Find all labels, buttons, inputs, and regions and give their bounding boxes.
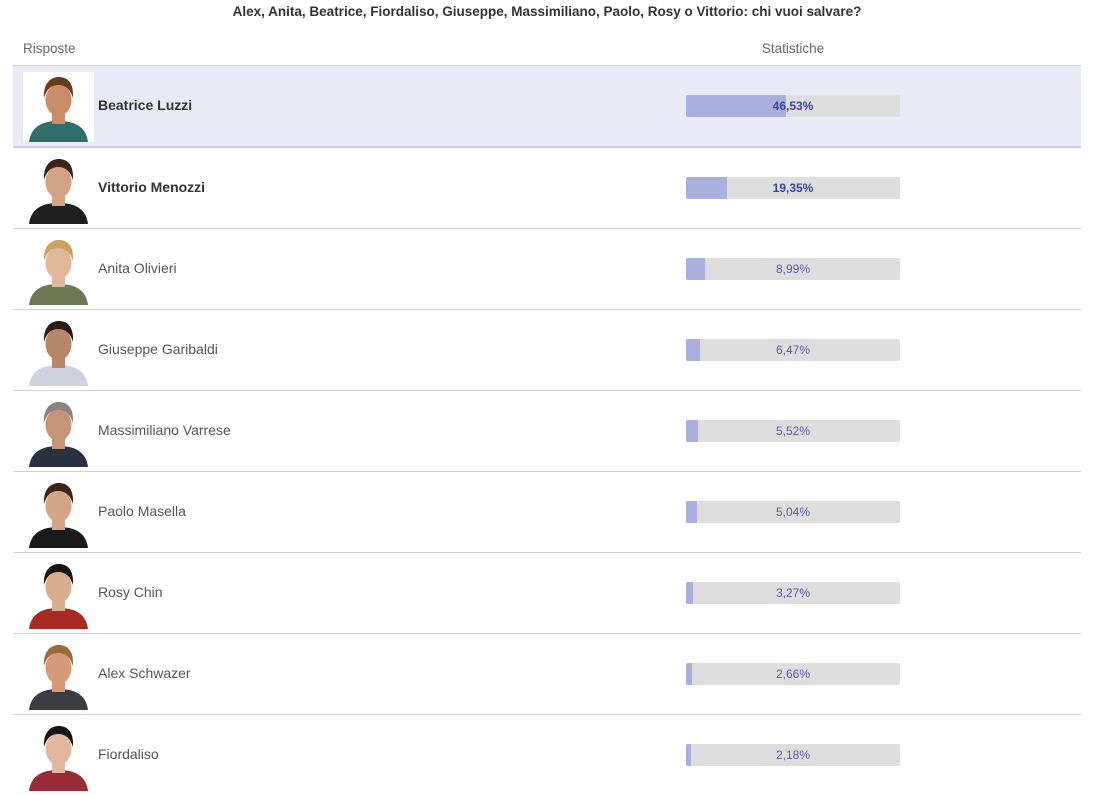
result-row[interactable]: Beatrice Luzzi 46,53% xyxy=(13,65,1081,147)
avatar xyxy=(23,721,94,791)
poll-question: Alex, Anita, Beatrice, Fiordaliso, Giuse… xyxy=(232,4,862,19)
results-header: Risposte Statistiche xyxy=(13,40,1081,60)
avatar xyxy=(23,397,94,467)
candidate-name: Paolo Masella xyxy=(98,503,186,519)
percentage-bar: 46,53% xyxy=(686,95,900,117)
avatar xyxy=(23,559,94,629)
percentage-bar: 19,35% xyxy=(686,177,900,199)
avatar xyxy=(23,640,94,710)
results-list: Beatrice Luzzi 46,53% Vittorio Menozzi 1… xyxy=(13,65,1081,795)
portrait-image xyxy=(23,721,94,791)
portrait-image xyxy=(23,316,94,386)
candidate-name: Vittorio Menozzi xyxy=(98,179,206,195)
portrait-image xyxy=(23,559,94,629)
percentage-label: 19,35% xyxy=(772,181,814,195)
avatar xyxy=(23,72,94,142)
stats-column-header: Statistiche xyxy=(761,41,825,56)
result-row[interactable]: Giuseppe Garibaldi 6,47% xyxy=(13,309,1081,390)
percentage-bar: 2,66% xyxy=(686,663,900,685)
percentage-label: 2,66% xyxy=(775,667,811,681)
percentage-label: 3,27% xyxy=(775,586,811,600)
percentage-bar: 6,47% xyxy=(686,339,900,361)
portrait-image xyxy=(23,72,94,142)
avatar xyxy=(23,316,94,386)
result-row[interactable]: Rosy Chin 3,27% xyxy=(13,552,1081,633)
percentage-bar-fill xyxy=(686,501,697,523)
percentage-label: 8,99% xyxy=(775,262,811,276)
avatar xyxy=(23,478,94,548)
percentage-bar-fill xyxy=(686,258,706,280)
candidate-name: Anita Olivieri xyxy=(98,260,177,276)
portrait-image xyxy=(23,640,94,710)
portrait-image xyxy=(23,235,94,305)
result-row[interactable]: Anita Olivieri 8,99% xyxy=(13,228,1081,309)
portrait-image xyxy=(23,478,94,548)
percentage-bar: 2,18% xyxy=(686,744,900,766)
candidate-name: Beatrice Luzzi xyxy=(98,97,193,113)
percentage-bar: 5,04% xyxy=(686,501,900,523)
result-row[interactable]: Paolo Masella 5,04% xyxy=(13,471,1081,552)
answers-column-header: Risposte xyxy=(23,41,76,56)
percentage-bar: 5,52% xyxy=(686,420,900,442)
candidate-name: Fiordaliso xyxy=(98,746,159,762)
percentage-bar-fill xyxy=(686,339,700,361)
result-row[interactable]: Vittorio Menozzi 19,35% xyxy=(13,147,1081,228)
percentage-bar-fill xyxy=(686,177,728,199)
percentage-bar-fill xyxy=(686,420,698,442)
percentage-bar-fill xyxy=(686,744,691,766)
avatar xyxy=(23,235,94,305)
result-row[interactable]: Alex Schwazer 2,66% xyxy=(13,633,1081,714)
avatar xyxy=(23,154,94,224)
candidate-name: Rosy Chin xyxy=(98,584,163,600)
candidate-name: Giuseppe Garibaldi xyxy=(98,341,218,357)
percentage-label: 2,18% xyxy=(775,748,811,762)
percentage-label: 6,47% xyxy=(775,343,811,357)
percentage-label: 5,52% xyxy=(775,424,811,438)
portrait-image xyxy=(23,397,94,467)
candidate-name: Massimiliano Varrese xyxy=(98,422,231,438)
portrait-image xyxy=(23,154,94,224)
percentage-bar-fill xyxy=(686,582,693,604)
result-row[interactable]: Massimiliano Varrese 5,52% xyxy=(13,390,1081,471)
percentage-bar: 8,99% xyxy=(686,258,900,280)
percentage-label: 5,04% xyxy=(775,505,811,519)
percentage-label: 46,53% xyxy=(772,99,814,113)
candidate-name: Alex Schwazer xyxy=(98,665,191,681)
percentage-bar-fill xyxy=(686,663,692,685)
result-row[interactable]: Fiordaliso 2,18% xyxy=(13,714,1081,795)
percentage-bar: 3,27% xyxy=(686,582,900,604)
percentage-bar-fill xyxy=(686,95,786,117)
